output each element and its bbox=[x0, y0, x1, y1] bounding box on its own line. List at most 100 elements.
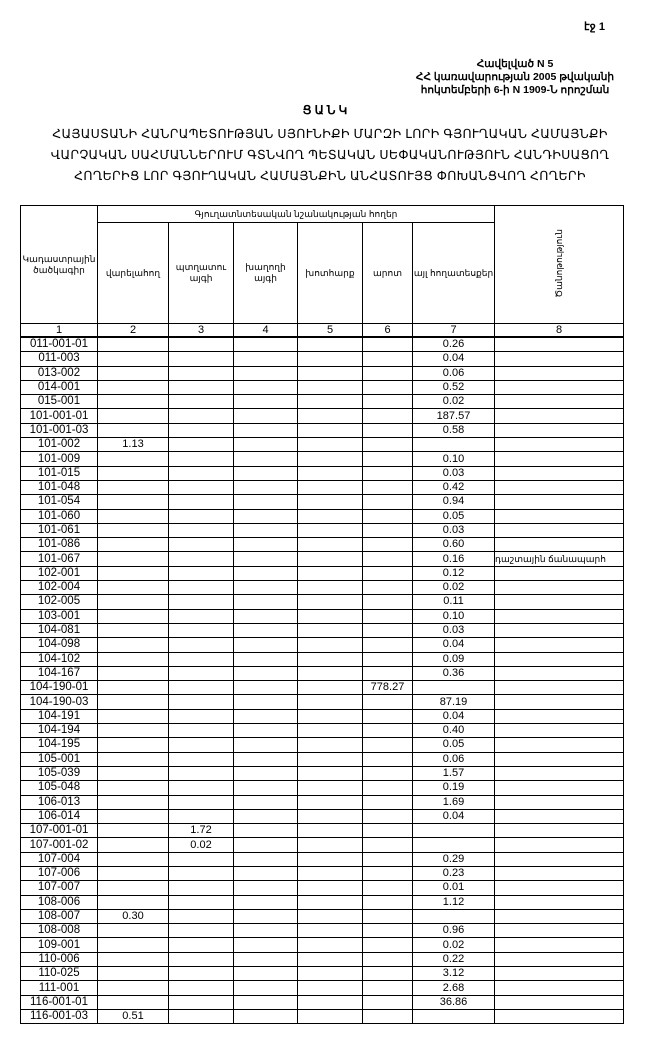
cell-pasture bbox=[362, 479, 413, 496]
cell-hayfield bbox=[297, 894, 363, 910]
cell-hayfield bbox=[297, 751, 363, 767]
cell-note bbox=[494, 580, 625, 596]
cell-orchard bbox=[168, 451, 234, 467]
cell-orchard bbox=[168, 665, 234, 682]
cell-orchard bbox=[168, 551, 234, 567]
cell-hayfield bbox=[297, 808, 363, 825]
cell-hayfield bbox=[297, 765, 363, 782]
cell-orchard bbox=[168, 994, 234, 1010]
cell-pasture bbox=[362, 437, 413, 453]
cell-cadastral-code: 104-190-01 bbox=[20, 680, 98, 696]
column-number: 3 bbox=[168, 323, 234, 338]
cell-cadastral-code: 116-001-01 bbox=[20, 994, 98, 1010]
cell-cadastral-code: 107-006 bbox=[20, 865, 98, 882]
cell-other-lands: 0.01 bbox=[411, 880, 496, 896]
cell-orchard bbox=[168, 365, 234, 381]
cell-hayfield bbox=[297, 565, 363, 582]
cell-hayfield bbox=[297, 694, 363, 710]
cell-hayfield bbox=[297, 951, 363, 968]
cell-other-lands: 0.29 bbox=[411, 851, 496, 867]
cell-pasture bbox=[362, 880, 413, 896]
cell-note bbox=[494, 637, 625, 653]
cell-cadastral-code: 101-067 bbox=[20, 551, 98, 567]
cell-pasture bbox=[362, 537, 413, 553]
cell-pasture bbox=[362, 851, 413, 867]
cell-note bbox=[494, 451, 625, 467]
cell-cadastral-code: 111-001 bbox=[20, 980, 98, 996]
cell-orchard bbox=[168, 394, 234, 410]
cell-other-lands: 0.02 bbox=[411, 580, 496, 596]
table-row: 104-098 0.04 bbox=[20, 637, 625, 653]
cell-note bbox=[494, 336, 625, 353]
column-number: 6 bbox=[362, 323, 413, 338]
cell-note bbox=[494, 865, 625, 882]
cell-other-lands: 0.16 bbox=[411, 551, 496, 567]
table-row: 101-002 1.13 bbox=[20, 437, 625, 453]
cell-other-lands: 0.94 bbox=[411, 494, 496, 510]
cell-arable bbox=[97, 937, 169, 953]
cell-pasture bbox=[362, 422, 413, 439]
cell-note bbox=[494, 565, 625, 582]
cell-cadastral-code: 108-008 bbox=[20, 923, 98, 939]
cell-arable bbox=[97, 837, 169, 853]
cell-cadastral-code: 101-009 bbox=[20, 451, 98, 467]
cell-note bbox=[494, 594, 625, 610]
cell-other-lands: 0.04 bbox=[411, 637, 496, 653]
cell-vineyard bbox=[233, 465, 298, 481]
cell-hayfield bbox=[297, 537, 363, 553]
cell-note bbox=[494, 422, 625, 439]
cell-note bbox=[494, 479, 625, 496]
cell-vineyard bbox=[233, 794, 298, 810]
table-row: 102-004 0.02 bbox=[20, 580, 625, 596]
cell-pasture bbox=[362, 908, 413, 925]
cell-pasture bbox=[362, 808, 413, 825]
cell-other-lands: 0.04 bbox=[411, 351, 496, 367]
table-row: 105-039 1.57 bbox=[20, 765, 625, 782]
cell-orchard: 1.72 bbox=[168, 823, 234, 839]
cell-hayfield bbox=[297, 823, 363, 839]
cell-arable bbox=[97, 980, 169, 996]
cell-other-lands: 0.42 bbox=[411, 479, 496, 496]
cell-note: դաշտային ճանապարհ bbox=[494, 551, 625, 567]
cell-note bbox=[494, 694, 625, 710]
cell-note bbox=[494, 379, 625, 396]
cell-hayfield bbox=[297, 351, 363, 367]
cell-other-lands: 0.11 bbox=[411, 594, 496, 610]
cell-arable bbox=[97, 808, 169, 825]
cell-orchard bbox=[168, 622, 234, 639]
cell-other-lands: 0.60 bbox=[411, 537, 496, 553]
table-row: 110-006 0.22 bbox=[20, 951, 625, 968]
cell-note bbox=[494, 737, 625, 753]
cell-vineyard bbox=[233, 737, 298, 753]
table-row: 011-001-01 0.26 bbox=[20, 336, 625, 353]
cell-arable bbox=[97, 694, 169, 710]
cell-cadastral-code: 104-098 bbox=[20, 637, 98, 653]
cell-vineyard bbox=[233, 780, 298, 796]
cell-cadastral-code: 015-001 bbox=[20, 394, 98, 410]
cell-hayfield bbox=[297, 780, 363, 796]
cell-note bbox=[494, 980, 625, 996]
cell-cadastral-code: 108-006 bbox=[20, 894, 98, 910]
cell-vineyard bbox=[233, 408, 298, 424]
cell-note bbox=[494, 651, 625, 667]
cell-note bbox=[494, 851, 625, 867]
cell-vineyard bbox=[233, 966, 298, 982]
cell-other-lands: 0.96 bbox=[411, 923, 496, 939]
header-note: Ծանոթություն bbox=[494, 205, 625, 324]
cell-pasture bbox=[362, 865, 413, 882]
cell-cadastral-code: 102-004 bbox=[20, 580, 98, 596]
table-row: 101-060 0.05 bbox=[20, 508, 625, 524]
table-row: 103-001 0.10 bbox=[20, 608, 625, 624]
cell-vineyard bbox=[233, 808, 298, 825]
cell-pasture bbox=[362, 637, 413, 653]
cell-note bbox=[494, 880, 625, 896]
cell-orchard bbox=[168, 565, 234, 582]
cell-note bbox=[494, 808, 625, 825]
cell-orchard bbox=[168, 737, 234, 753]
cell-other-lands: 187.57 bbox=[411, 408, 496, 424]
cell-cadastral-code: 104-195 bbox=[20, 737, 98, 753]
cell-pasture bbox=[362, 665, 413, 682]
table-row: 102-001 0.12 bbox=[20, 565, 625, 582]
cell-orchard bbox=[168, 751, 234, 767]
cell-arable bbox=[97, 823, 169, 839]
